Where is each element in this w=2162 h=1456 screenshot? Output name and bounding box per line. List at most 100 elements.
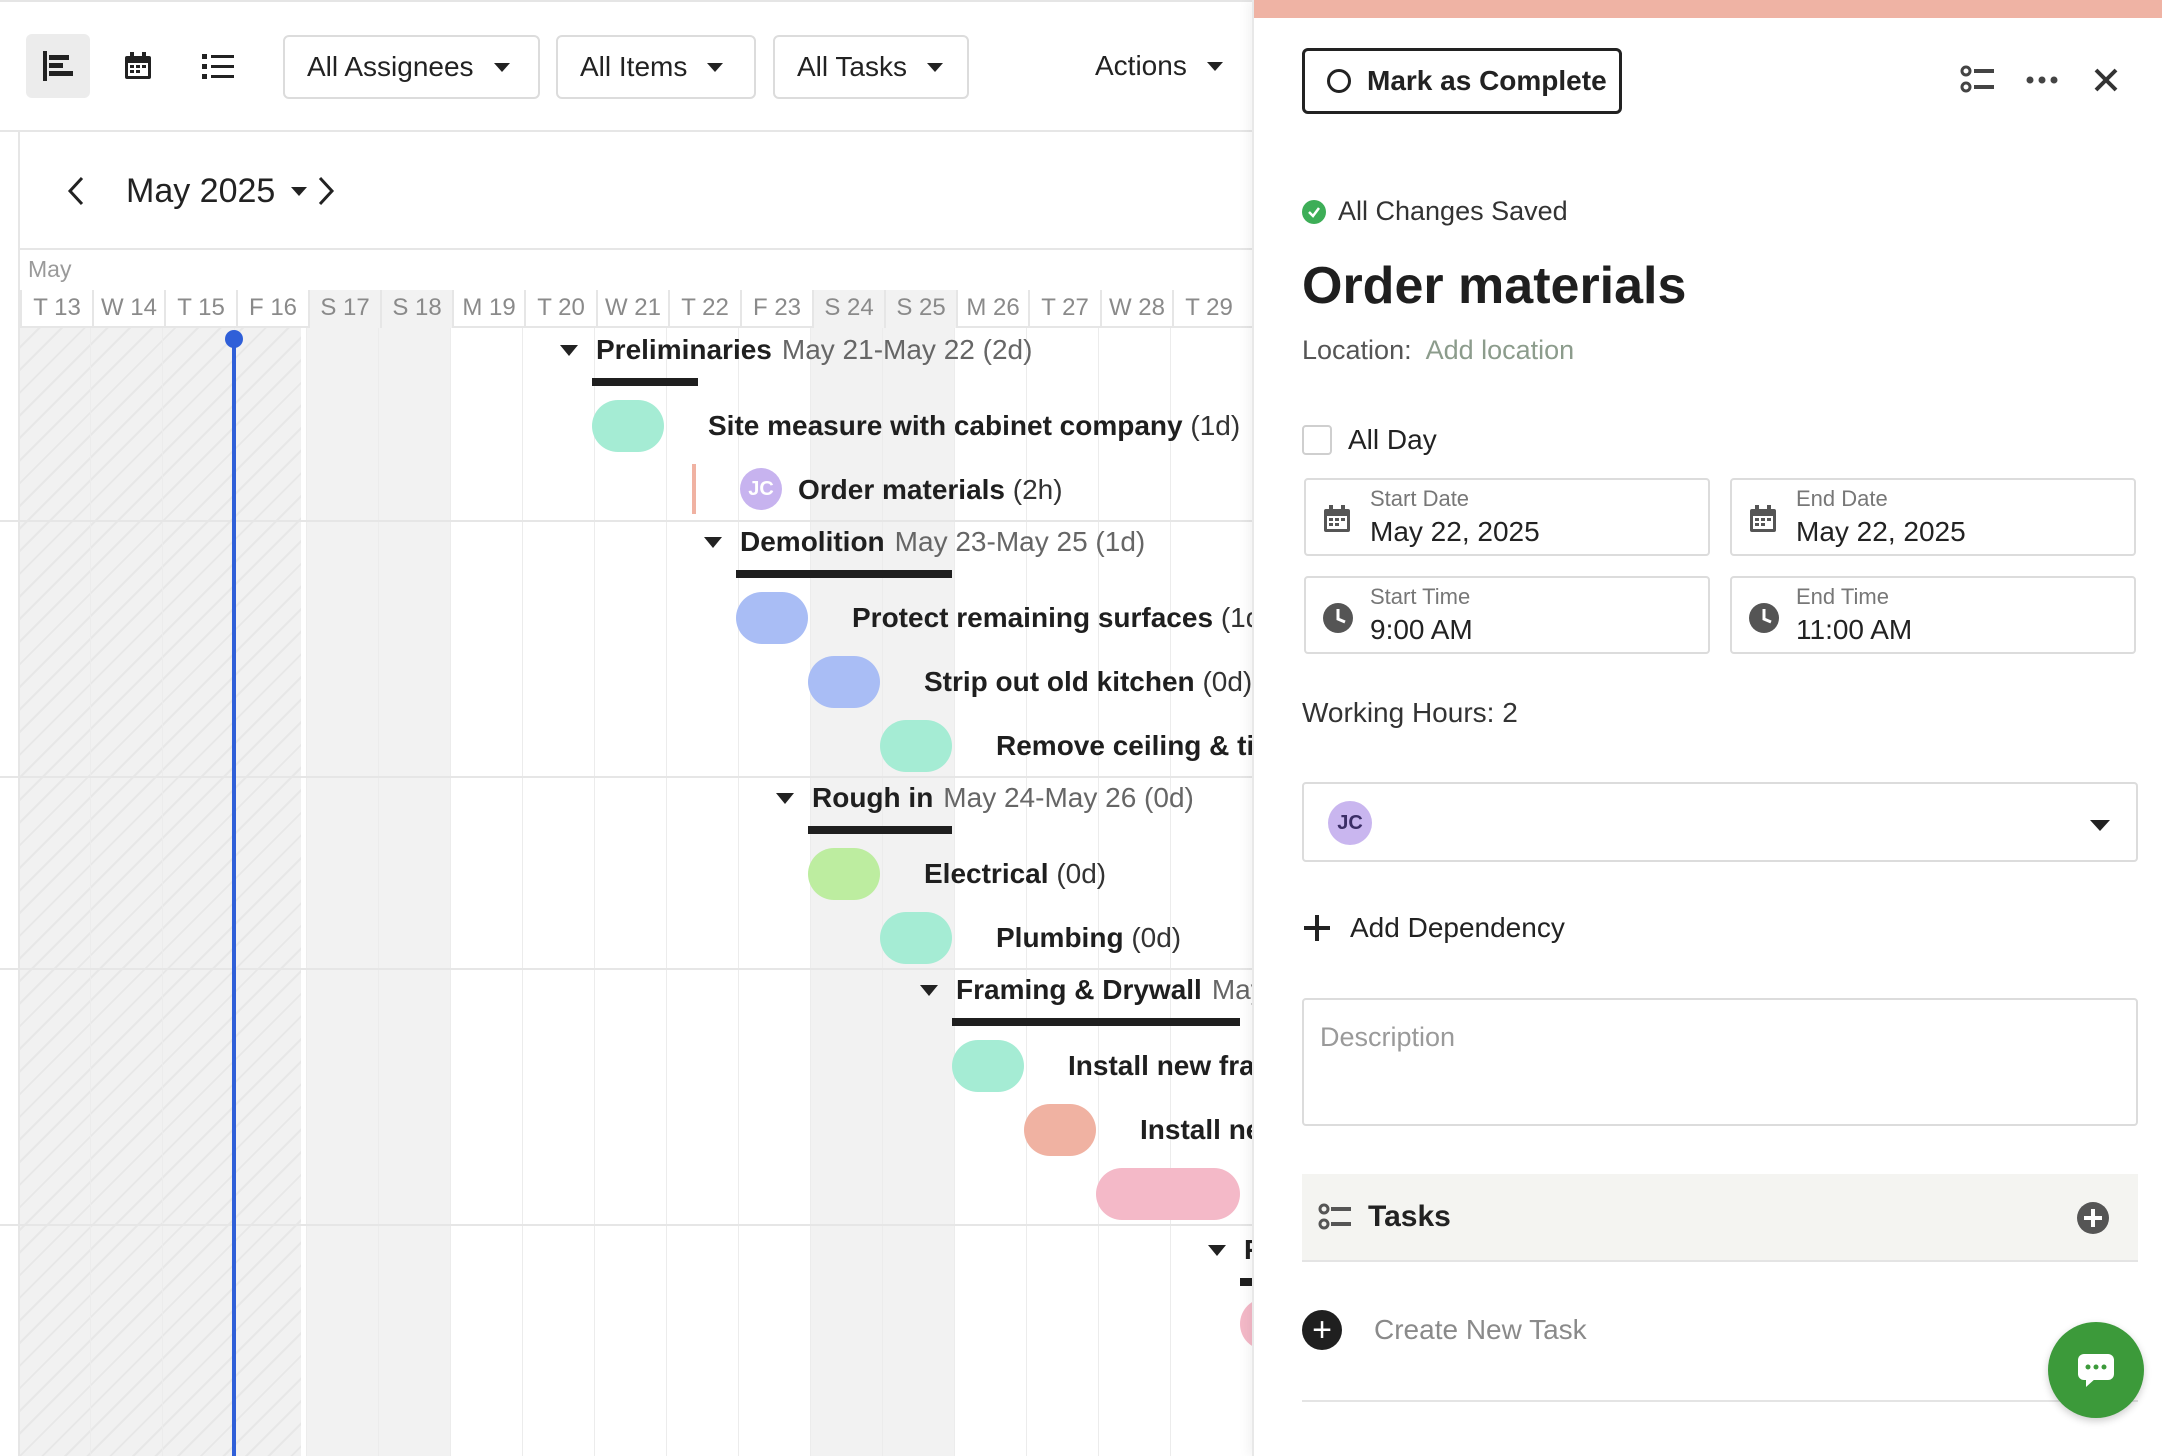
task-bar[interactable] — [880, 912, 952, 964]
day-header: T 20 — [524, 290, 596, 328]
gantt-view-button[interactable] — [26, 34, 90, 98]
add-dependency-button[interactable]: Add Dependency — [1302, 912, 1565, 944]
collapse-triangle-icon[interactable] — [1208, 1244, 1226, 1256]
collapse-triangle-icon[interactable] — [704, 536, 722, 548]
task-duration: (0d) — [1131, 922, 1182, 953]
actions-menu[interactable]: Actions — [1095, 50, 1223, 82]
task-label[interactable]: Protect remaining surfaces (1d) — [852, 602, 1252, 634]
all-day-toggle[interactable]: All Day — [1302, 424, 1437, 456]
task-bar[interactable] — [880, 720, 952, 772]
chevron-right-icon[interactable] — [314, 174, 338, 208]
more-options-icon[interactable] — [2024, 62, 2060, 98]
task-label[interactable]: Site measure with cabinet company (1d) — [708, 410, 1240, 442]
end-date-field[interactable]: End Date May 22, 2025 — [1730, 478, 2136, 556]
grid-line — [1098, 328, 1099, 1456]
caret-down-icon — [2090, 820, 2110, 831]
end-time-field[interactable]: End Time 11:00 AM — [1730, 576, 2136, 654]
task-label[interactable]: Strip out old kitchen (0d) — [924, 666, 1252, 698]
task-bar[interactable] — [1024, 1104, 1096, 1156]
group-underline — [1240, 1278, 1252, 1286]
group-demolition[interactable]: Demolition May 23-May 25 (1d) — [704, 526, 1145, 558]
task-duration: (0d) — [1202, 666, 1252, 697]
day-header: T 13 — [20, 290, 92, 328]
assignee-select[interactable]: JC — [1302, 782, 2138, 862]
save-status: All Changes Saved — [1302, 196, 1568, 227]
task-bar-thin[interactable] — [692, 464, 696, 514]
day-header: S 25 — [884, 290, 956, 328]
add-location-link[interactable]: Add location — [1425, 335, 1575, 365]
today-marker-dot — [225, 330, 243, 348]
group-preliminaries[interactable]: Preliminaries May 21-May 22 (2d) — [560, 334, 1032, 366]
task-bar[interactable] — [808, 656, 880, 708]
add-circle-icon[interactable] — [2076, 1201, 2110, 1235]
items-filter[interactable]: All Items — [556, 35, 756, 99]
create-new-task-label: Create New Task — [1374, 1314, 1587, 1345]
group-underline — [592, 378, 698, 386]
task-bar[interactable] — [592, 400, 664, 452]
group-name: Preliminaries — [596, 334, 772, 365]
task-bar[interactable] — [1240, 1298, 1252, 1350]
day-header: F 23 — [740, 290, 812, 328]
task-label[interactable]: Electrical (0d) — [924, 858, 1106, 890]
start-time-label: Start Time — [1370, 584, 1471, 609]
collapse-triangle-icon[interactable] — [776, 792, 794, 804]
day-header: T 15 — [164, 290, 236, 328]
mark-complete-button[interactable]: Mark as Complete — [1302, 48, 1622, 114]
toolbar: All Assignees All Items All Tasks Action… — [0, 2, 1252, 132]
grid-line — [378, 328, 379, 1456]
avatar: JC — [740, 468, 782, 510]
task-name: Electrical — [924, 858, 1049, 889]
panel-accent-strip — [1254, 0, 2162, 18]
group-dates: May 21-May 22 (2d) — [781, 334, 1033, 365]
task-bar[interactable] — [1096, 1168, 1240, 1220]
gantt-area: All Assignees All Items All Tasks Action… — [0, 0, 1252, 1456]
task-label[interactable]: Install ne — [1140, 1114, 1252, 1146]
month-navigator: May 2025 — [18, 132, 1252, 250]
description-field[interactable] — [1302, 998, 2138, 1126]
past-days-hatch — [18, 328, 301, 1456]
calendar-view-button[interactable] — [106, 34, 170, 98]
grid-line — [450, 328, 451, 1456]
group-framing-drywall[interactable]: Framing & Drywall May — [920, 974, 1252, 1006]
group-name: Rough in — [812, 782, 934, 813]
day-header: F 16 — [236, 290, 308, 328]
task-duration: (1d) — [1220, 602, 1252, 633]
task-label[interactable]: Install new fran — [1068, 1050, 1252, 1082]
collapse-triangle-icon[interactable] — [560, 344, 578, 356]
group-underline — [808, 826, 952, 834]
task-label[interactable]: Plumbing (0d) — [996, 922, 1181, 954]
task-title[interactable]: Order materials — [1302, 257, 1687, 315]
group-next[interactable]: F — [1208, 1234, 1252, 1266]
task-bar[interactable] — [808, 848, 880, 900]
task-label[interactable]: Remove ceiling & til — [996, 730, 1252, 762]
list-view-button[interactable] — [186, 34, 250, 98]
create-new-task-button[interactable]: + Create New Task — [1302, 1310, 1587, 1350]
month-selector[interactable]: May 2025 — [126, 172, 308, 211]
chevron-left-icon[interactable] — [64, 174, 88, 208]
group-rough-in[interactable]: Rough in May 24-May 26 (0d) — [776, 782, 1194, 814]
timeline-month-label: May — [28, 256, 72, 282]
gantt-view-icon — [43, 51, 73, 81]
task-bar[interactable] — [952, 1040, 1024, 1092]
collapse-triangle-icon[interactable] — [920, 984, 938, 996]
task-label[interactable]: Order materials (2h) — [798, 474, 1063, 506]
day-header: M 19 — [452, 290, 524, 328]
today-marker-line — [232, 336, 236, 1456]
checklist-icon[interactable] — [1960, 62, 1996, 98]
caret-down-icon — [1206, 61, 1223, 71]
tasks-filter[interactable]: All Tasks — [773, 35, 969, 99]
task-bar[interactable] — [736, 592, 808, 644]
group-name: Framing & Drywall — [956, 974, 1202, 1005]
start-time-field[interactable]: Start Time 9:00 AM — [1304, 576, 1710, 654]
day-header: S 17 — [308, 290, 380, 328]
calendar-icon — [1324, 505, 1350, 532]
all-day-checkbox[interactable] — [1302, 425, 1332, 455]
start-date-field[interactable]: Start Date May 22, 2025 — [1304, 478, 1710, 556]
chat-button[interactable] — [2048, 1322, 2144, 1418]
start-time-value: 9:00 AM — [1370, 614, 1473, 645]
task-name: Install new fran — [1068, 1050, 1252, 1081]
close-icon[interactable] — [2088, 62, 2124, 98]
assignees-filter[interactable]: All Assignees — [283, 35, 540, 99]
description-input[interactable] — [1304, 1000, 2136, 1124]
day-header: S 24 — [812, 290, 884, 328]
